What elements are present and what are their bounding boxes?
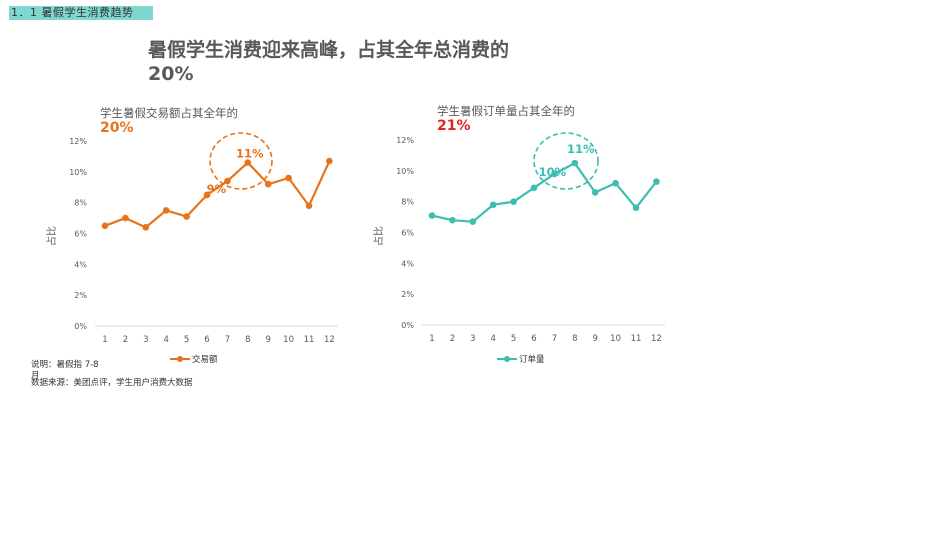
x-tick-label: 7 bbox=[552, 334, 557, 344]
data-point bbox=[183, 213, 190, 220]
data-point bbox=[203, 191, 211, 199]
data-point bbox=[101, 222, 109, 230]
y-tick-label: 10% bbox=[69, 168, 87, 177]
data-point bbox=[264, 180, 272, 188]
y-tick-label: 8% bbox=[401, 198, 414, 207]
y-tick-label: 4% bbox=[74, 260, 87, 269]
page-headline: 暑假学生消费迎来高峰，占其全年总消费的 20% bbox=[148, 38, 568, 86]
data-point bbox=[530, 184, 538, 192]
x-tick-label: 1 bbox=[429, 334, 434, 344]
y-tick-label: 0% bbox=[401, 321, 414, 330]
highlight-circle bbox=[533, 132, 599, 190]
x-tick-label: 6 bbox=[531, 334, 536, 344]
x-tick-label: 9 bbox=[265, 335, 270, 345]
x-tick-label: 1 bbox=[102, 335, 107, 345]
x-tick-label: 10 bbox=[610, 334, 621, 344]
chart2-title-value: 21% bbox=[437, 118, 471, 134]
x-tick-label: 12 bbox=[651, 334, 662, 344]
data-point bbox=[571, 159, 579, 167]
x-tick-label: 6 bbox=[204, 335, 209, 345]
data-annotation: 11% bbox=[567, 142, 595, 156]
y-tick-label: 12% bbox=[69, 137, 87, 146]
y-tick-label: 2% bbox=[74, 291, 87, 300]
data-point bbox=[224, 177, 231, 185]
data-point bbox=[653, 178, 660, 185]
data-annotation: 11% bbox=[236, 147, 264, 161]
x-tick-label: 10 bbox=[283, 335, 294, 345]
headline-line2: 20% bbox=[148, 63, 194, 85]
data-annotation: 9% bbox=[207, 182, 227, 196]
data-point bbox=[449, 216, 456, 224]
x-tick-label: 3 bbox=[470, 334, 475, 344]
x-tick-label: 5 bbox=[511, 334, 516, 344]
data-point bbox=[305, 202, 313, 210]
chart1-title: 学生暑假交易额占其全年的 bbox=[100, 106, 238, 120]
data-point bbox=[326, 157, 333, 165]
y-tick-label: 12% bbox=[396, 136, 414, 145]
data-point bbox=[122, 214, 129, 222]
y-axis-label: 占比 bbox=[372, 226, 385, 246]
data-point bbox=[428, 212, 436, 219]
data-point bbox=[551, 170, 558, 178]
chart2-title: 学生暑假订单量占其全年的 bbox=[437, 104, 575, 118]
x-tick-label: 9 bbox=[592, 334, 597, 344]
legend-marker bbox=[504, 356, 510, 362]
y-axis-label: 占比 bbox=[45, 226, 58, 246]
data-point bbox=[285, 174, 292, 182]
x-tick-label: 11 bbox=[304, 335, 315, 345]
highlight-circle bbox=[209, 132, 273, 190]
data-point bbox=[510, 198, 517, 205]
series-line bbox=[104, 160, 331, 229]
legend-label: 交易额 bbox=[192, 354, 218, 365]
data-point bbox=[142, 224, 150, 231]
series-line bbox=[431, 162, 658, 223]
data-point bbox=[162, 207, 170, 214]
x-tick-label: 8 bbox=[572, 334, 577, 344]
x-tick-label: 3 bbox=[143, 335, 148, 345]
data-point bbox=[612, 179, 619, 187]
y-tick-label: 6% bbox=[401, 229, 414, 238]
y-tick-label: 2% bbox=[401, 290, 414, 299]
x-tick-label: 8 bbox=[245, 335, 250, 345]
chart1-title-value: 20% bbox=[100, 120, 134, 136]
data-point bbox=[244, 159, 252, 166]
legend-label: 订单量 bbox=[519, 354, 545, 365]
note-source: 数据来源：美团点评，学生用户消费大数据 bbox=[31, 378, 193, 388]
y-tick-label: 6% bbox=[74, 230, 87, 239]
data-point bbox=[632, 204, 640, 212]
x-tick-label: 4 bbox=[490, 334, 495, 344]
x-tick-label: 4 bbox=[163, 335, 168, 345]
y-tick-label: 8% bbox=[74, 199, 87, 208]
x-tick-label: 7 bbox=[225, 335, 230, 345]
legend-marker bbox=[177, 356, 183, 362]
data-point bbox=[591, 189, 599, 196]
y-tick-label: 10% bbox=[396, 167, 414, 176]
x-tick-label: 11 bbox=[631, 334, 642, 344]
y-tick-label: 0% bbox=[74, 322, 87, 331]
data-point bbox=[489, 201, 497, 209]
x-tick-label: 2 bbox=[450, 334, 455, 344]
section-tag: 1．1 暑假学生消费趋势 bbox=[9, 6, 153, 20]
x-tick-label: 2 bbox=[123, 335, 128, 345]
x-tick-label: 5 bbox=[184, 335, 189, 345]
x-tick-label: 12 bbox=[324, 335, 335, 345]
data-annotation: 10% bbox=[539, 165, 567, 179]
y-tick-label: 4% bbox=[401, 259, 414, 268]
data-point bbox=[469, 218, 477, 226]
headline-line1: 暑假学生消费迎来高峰，占其全年总消费的 bbox=[148, 39, 510, 61]
note-explain: 说明：暑假指 7-8月 bbox=[31, 360, 99, 381]
